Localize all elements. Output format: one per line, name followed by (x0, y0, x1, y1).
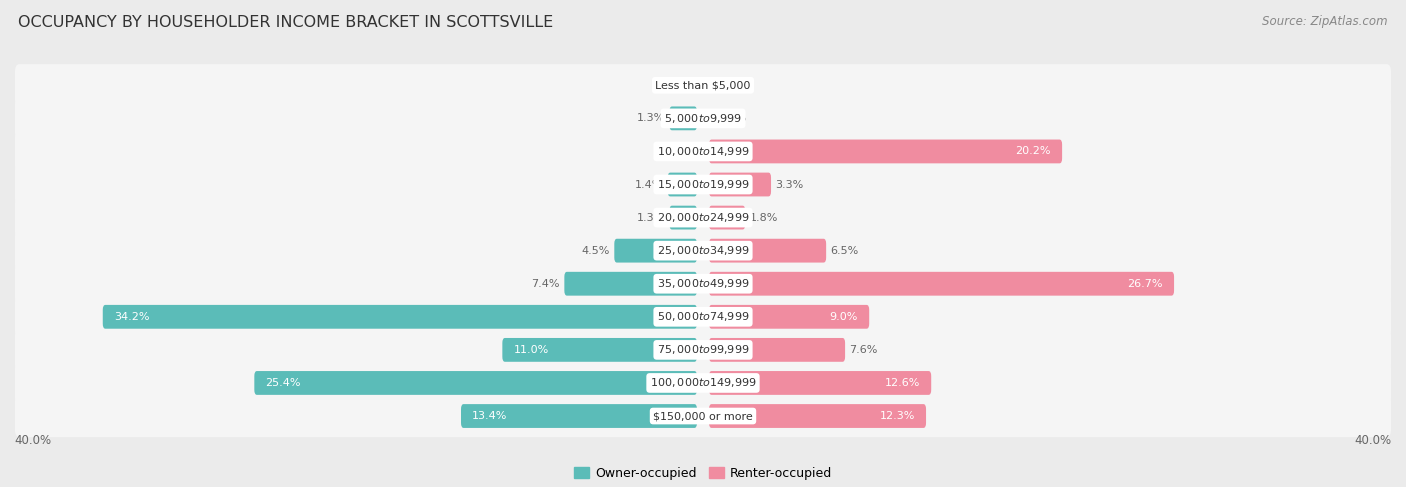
FancyBboxPatch shape (709, 338, 845, 362)
Text: 7.6%: 7.6% (849, 345, 877, 355)
Text: 4.5%: 4.5% (582, 245, 610, 256)
Text: 3.3%: 3.3% (775, 180, 804, 189)
Text: 9.0%: 9.0% (830, 312, 858, 322)
Text: Source: ZipAtlas.com: Source: ZipAtlas.com (1263, 15, 1388, 28)
FancyBboxPatch shape (709, 272, 1174, 296)
Text: 0.0%: 0.0% (659, 80, 688, 90)
FancyBboxPatch shape (614, 239, 697, 262)
FancyBboxPatch shape (709, 371, 931, 395)
Text: 13.4%: 13.4% (472, 411, 508, 421)
Text: 1.4%: 1.4% (636, 180, 664, 189)
Text: OCCUPANCY BY HOUSEHOLDER INCOME BRACKET IN SCOTTSVILLE: OCCUPANCY BY HOUSEHOLDER INCOME BRACKET … (18, 15, 554, 30)
FancyBboxPatch shape (15, 395, 1391, 437)
FancyBboxPatch shape (15, 329, 1391, 371)
FancyBboxPatch shape (709, 239, 827, 262)
FancyBboxPatch shape (669, 107, 697, 131)
Text: $150,000 or more: $150,000 or more (654, 411, 752, 421)
Text: 40.0%: 40.0% (1355, 434, 1392, 447)
FancyBboxPatch shape (709, 140, 1062, 163)
Text: 7.4%: 7.4% (531, 279, 560, 289)
FancyBboxPatch shape (15, 196, 1391, 239)
Text: 11.0%: 11.0% (513, 345, 548, 355)
Text: 40.0%: 40.0% (14, 434, 51, 447)
FancyBboxPatch shape (15, 229, 1391, 272)
Text: $10,000 to $14,999: $10,000 to $14,999 (657, 145, 749, 158)
Text: $5,000 to $9,999: $5,000 to $9,999 (664, 112, 742, 125)
FancyBboxPatch shape (15, 262, 1391, 305)
Text: $20,000 to $24,999: $20,000 to $24,999 (657, 211, 749, 224)
FancyBboxPatch shape (254, 371, 697, 395)
FancyBboxPatch shape (15, 296, 1391, 338)
FancyBboxPatch shape (668, 172, 697, 196)
Text: 0.0%: 0.0% (718, 80, 747, 90)
FancyBboxPatch shape (709, 206, 745, 229)
Text: 25.4%: 25.4% (266, 378, 301, 388)
Legend: Owner-occupied, Renter-occupied: Owner-occupied, Renter-occupied (568, 462, 838, 485)
FancyBboxPatch shape (15, 131, 1391, 172)
FancyBboxPatch shape (15, 97, 1391, 140)
Text: 1.3%: 1.3% (637, 213, 665, 223)
Text: 1.8%: 1.8% (749, 213, 778, 223)
Text: $25,000 to $34,999: $25,000 to $34,999 (657, 244, 749, 257)
FancyBboxPatch shape (709, 305, 869, 329)
Text: 6.5%: 6.5% (831, 245, 859, 256)
Text: 26.7%: 26.7% (1128, 279, 1163, 289)
FancyBboxPatch shape (461, 404, 697, 428)
FancyBboxPatch shape (15, 163, 1391, 206)
Text: $15,000 to $19,999: $15,000 to $19,999 (657, 178, 749, 191)
FancyBboxPatch shape (15, 64, 1391, 107)
Text: Less than $5,000: Less than $5,000 (655, 80, 751, 90)
FancyBboxPatch shape (709, 404, 927, 428)
FancyBboxPatch shape (564, 272, 697, 296)
Text: 12.3%: 12.3% (880, 411, 915, 421)
FancyBboxPatch shape (709, 172, 770, 196)
Text: $75,000 to $99,999: $75,000 to $99,999 (657, 343, 749, 356)
Text: 12.6%: 12.6% (884, 378, 920, 388)
Text: 20.2%: 20.2% (1015, 147, 1050, 156)
Text: $50,000 to $74,999: $50,000 to $74,999 (657, 310, 749, 323)
Text: 34.2%: 34.2% (114, 312, 149, 322)
Text: $35,000 to $49,999: $35,000 to $49,999 (657, 277, 749, 290)
FancyBboxPatch shape (15, 362, 1391, 404)
Text: 0.0%: 0.0% (659, 147, 688, 156)
Text: 1.3%: 1.3% (637, 113, 665, 123)
FancyBboxPatch shape (103, 305, 697, 329)
Text: $100,000 to $149,999: $100,000 to $149,999 (650, 376, 756, 390)
FancyBboxPatch shape (669, 206, 697, 229)
Text: 0.0%: 0.0% (718, 113, 747, 123)
FancyBboxPatch shape (502, 338, 697, 362)
